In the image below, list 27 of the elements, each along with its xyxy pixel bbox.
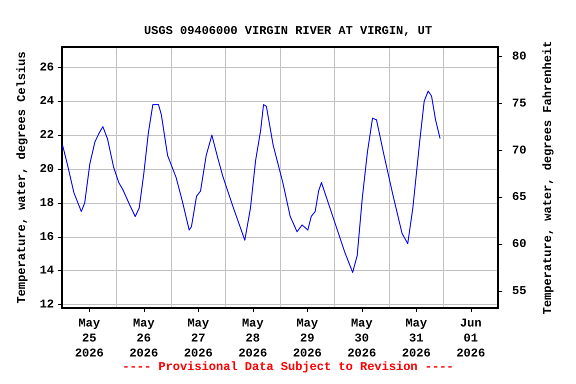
x-tick-label: May 28 2026 — [238, 316, 268, 360]
y-tick-label: 20 — [40, 162, 54, 176]
x-tick-label: May 27 2026 — [184, 316, 213, 360]
y2-tick-label: 75 — [512, 96, 526, 110]
x-tick-label: May 26 2026 — [129, 316, 158, 360]
chart-title: USGS 09406000 VIRGIN RIVER AT VIRGIN, UT — [144, 24, 432, 38]
y-tick-label: 24 — [40, 94, 54, 108]
y-tick-label: 26 — [40, 60, 54, 74]
y-tick-label: 14 — [40, 264, 54, 278]
text: ---- Provisional Data Subject to Revision ---- — [122, 360, 454, 374]
y-tick-label: 22 — [40, 128, 54, 142]
y-tick-label: 18 — [40, 196, 54, 210]
y2-tick-label: 55 — [512, 284, 526, 298]
y2-tick-label: 65 — [512, 190, 526, 204]
y-tick-label: 16 — [40, 230, 54, 244]
x-tick-label: May 30 2026 — [347, 316, 376, 360]
x-tick-label: May 31 2026 — [402, 316, 431, 360]
y2-axis-title: Temperature, water, degrees Fahrenheit — [541, 40, 555, 314]
x-tick-label: Jun 01 2026 — [456, 316, 486, 360]
x-tick-label: May 29 2026 — [292, 316, 322, 360]
x-tick-label: May 25 2026 — [74, 316, 104, 360]
line-series — [62, 90, 441, 273]
y2-tick-label: 80 — [512, 49, 526, 64]
y2-tick-label: 60 — [512, 237, 526, 252]
y-axis-title: Temperature, water, degrees Celsius — [15, 51, 29, 304]
y-tick-label: 12 — [40, 298, 54, 312]
y2-tick-label: 70 — [512, 143, 526, 158]
